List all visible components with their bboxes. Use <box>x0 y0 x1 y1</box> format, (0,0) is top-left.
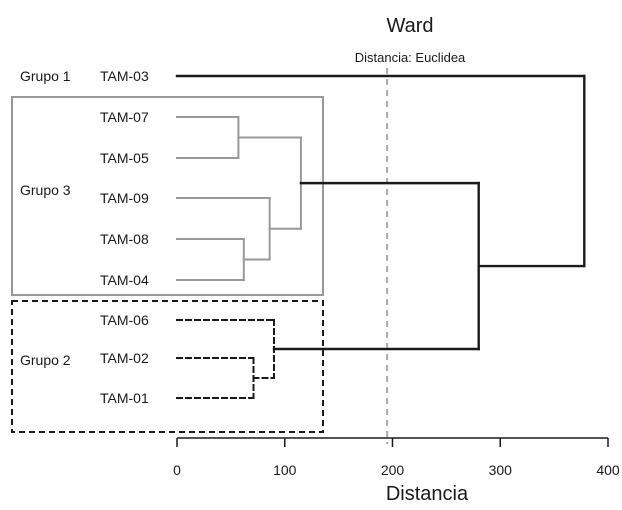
group-label: Grupo 2 <box>20 352 71 368</box>
group-label: Grupo 3 <box>20 182 71 198</box>
leaf-label: TAM-04 <box>100 272 149 288</box>
leaf-labels: TAM-03 TAM-07 TAM-05 TAM-09 TAM-08 TAM-04 TAM-… <box>100 68 149 406</box>
group-label: Grupo 1 <box>20 68 71 84</box>
leaf-label: TAM-06 <box>100 312 149 328</box>
leaf-label: TAM-03 <box>100 68 149 84</box>
leaf-label: TAM-05 <box>100 150 149 166</box>
x-tick-label: 100 <box>273 462 297 478</box>
group-2-box <box>11 300 324 433</box>
x-tick-label: 400 <box>596 462 620 478</box>
x-axis-label: Distancia <box>386 483 469 505</box>
leaf-label: TAM-02 <box>100 350 149 366</box>
leaf-label: TAM-01 <box>100 390 149 406</box>
group-labels: Grupo 1 Grupo 3 Grupo 2 <box>20 68 71 368</box>
x-tick-label: 300 <box>489 462 513 478</box>
x-tick-label: 200 <box>381 462 405 478</box>
group-boxes <box>11 96 324 433</box>
dendrogram-links <box>175 74 586 399</box>
chart-title: Ward <box>386 15 433 37</box>
leaf-label: TAM-09 <box>100 190 149 206</box>
leaf-label: TAM-08 <box>100 231 149 247</box>
x-axis: 0 100 200 300 400 <box>173 437 620 478</box>
leaf-label: TAM-07 <box>100 109 149 125</box>
x-tick-label: 0 <box>173 462 181 478</box>
group-3-box <box>11 96 324 296</box>
chart-subtitle: Distancia: Euclidea <box>355 50 466 65</box>
